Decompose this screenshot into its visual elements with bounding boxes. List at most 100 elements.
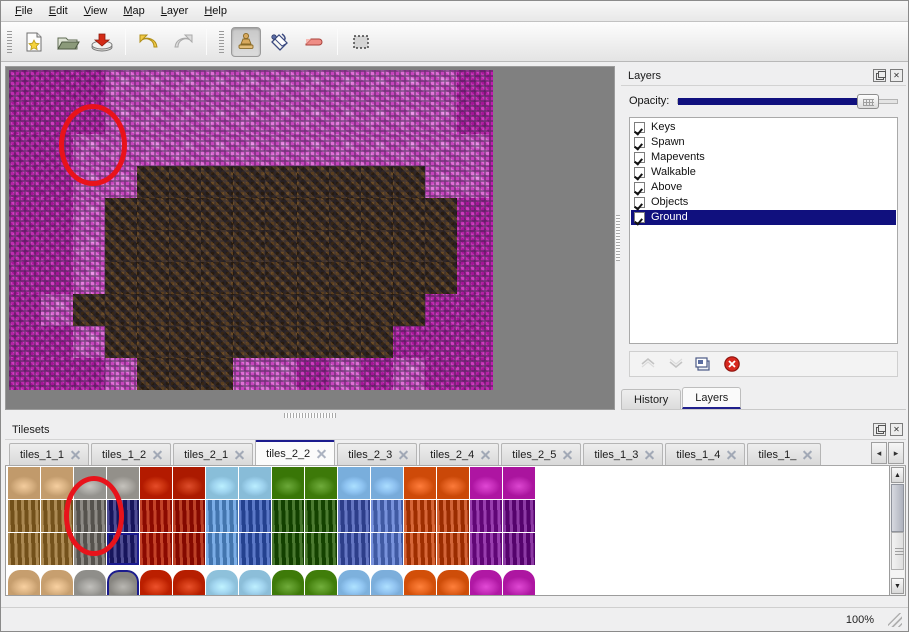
slider-handle[interactable] [857, 94, 880, 109]
map-tile[interactable] [457, 102, 489, 134]
map-tile[interactable] [329, 326, 361, 358]
close-icon[interactable]: ✕ [890, 69, 903, 82]
map-tile[interactable] [137, 262, 169, 294]
map-tile[interactable] [233, 262, 265, 294]
tileset-tab-tiles_1_3[interactable]: tiles_1_3 [583, 443, 664, 465]
map-tile[interactable] [425, 198, 457, 230]
tileset-tab-tiles_1_1[interactable]: tiles_1_1 [9, 443, 90, 465]
map-tile[interactable] [73, 326, 105, 358]
map-tile[interactable] [425, 102, 457, 134]
map-tile[interactable] [73, 230, 105, 262]
map-tile[interactable] [9, 230, 41, 262]
tileset-vertical-scrollbar[interactable]: ▲ ▼ [889, 466, 906, 596]
map-tile[interactable] [41, 230, 73, 262]
map-tile[interactable] [329, 166, 361, 198]
map-tile[interactable] [105, 326, 137, 358]
map-tile[interactable] [265, 102, 297, 134]
map-tile[interactable] [457, 326, 489, 358]
map-tile[interactable] [265, 230, 297, 262]
redo-button[interactable] [168, 27, 198, 57]
tileset-tab-tiles_2_5[interactable]: tiles_2_5 [501, 443, 582, 465]
tileset-tile[interactable] [74, 570, 106, 595]
tileset-tile[interactable] [239, 533, 271, 565]
tileset-tile[interactable] [404, 570, 436, 595]
tileset-tile[interactable] [371, 500, 403, 532]
tileset-tab-tiles_2_2[interactable]: tiles_2_2 [255, 440, 336, 465]
map-tile[interactable] [169, 294, 201, 326]
map-tile[interactable] [201, 166, 233, 198]
map-tile[interactable] [169, 358, 201, 390]
tileset-tile[interactable] [371, 467, 403, 499]
map-tile[interactable] [233, 326, 265, 358]
map-tile[interactable] [297, 70, 329, 102]
map-tile[interactable] [105, 262, 137, 294]
map-tile[interactable] [425, 166, 457, 198]
tab-close-icon[interactable] [562, 449, 573, 460]
tileset-tile[interactable] [239, 570, 271, 595]
tab-close-icon[interactable] [644, 449, 655, 460]
layer-visibility-checkbox[interactable] [634, 122, 645, 133]
map-tile[interactable] [393, 230, 425, 262]
tileset-tab-tiles_1_[interactable]: tiles_1_ [747, 443, 822, 465]
lower-layer-button[interactable] [664, 353, 688, 375]
map-tile[interactable] [361, 134, 393, 166]
tileset-tile[interactable] [272, 570, 304, 595]
tileset-tile[interactable] [371, 533, 403, 565]
scrollbar-track[interactable] [891, 484, 904, 577]
close-icon[interactable]: ✕ [890, 423, 903, 436]
save-map-button[interactable] [87, 27, 117, 57]
map-tile[interactable] [329, 70, 361, 102]
map-tile[interactable] [9, 358, 41, 390]
map-tile[interactable] [169, 102, 201, 134]
raise-layer-button[interactable] [636, 353, 660, 375]
map-tile[interactable] [137, 230, 169, 262]
tileset-tile[interactable] [173, 467, 205, 499]
map-tile[interactable] [73, 262, 105, 294]
layer-row[interactable]: Keys [631, 120, 896, 135]
map-tile[interactable] [41, 262, 73, 294]
map-tile[interactable] [201, 358, 233, 390]
layer-visibility-checkbox[interactable] [634, 212, 645, 223]
layer-visibility-checkbox[interactable] [634, 167, 645, 178]
map-tile[interactable] [329, 134, 361, 166]
tileset-tab-tiles_2_3[interactable]: tiles_2_3 [337, 443, 418, 465]
tileset-tile[interactable] [107, 467, 139, 499]
map-tile[interactable] [329, 102, 361, 134]
map-tile[interactable] [73, 294, 105, 326]
map-tile[interactable] [41, 358, 73, 390]
fill-tool-button[interactable] [265, 27, 295, 57]
tileset-tile[interactable] [338, 533, 370, 565]
duplicate-layer-button[interactable] [692, 353, 716, 375]
map-tile[interactable] [361, 262, 393, 294]
tileset-tile[interactable] [206, 533, 238, 565]
map-tile[interactable] [265, 262, 297, 294]
map-tile[interactable] [137, 326, 169, 358]
map-tile[interactable] [137, 198, 169, 230]
map-tile[interactable] [41, 198, 73, 230]
map-tile[interactable] [457, 358, 489, 390]
tileset-tile[interactable] [41, 500, 73, 532]
map-tile[interactable] [329, 262, 361, 294]
menu-edit[interactable]: Edit [48, 4, 68, 17]
map-tile[interactable] [457, 294, 489, 326]
tab-close-icon[interactable] [152, 449, 163, 460]
map-tile[interactable] [425, 326, 457, 358]
map-tile[interactable] [361, 294, 393, 326]
map-tile[interactable] [393, 166, 425, 198]
open-map-button[interactable] [53, 27, 83, 57]
tileset-tile[interactable] [206, 570, 238, 595]
map-tile[interactable] [265, 294, 297, 326]
layer-list[interactable]: Keys Spawn Mapevents Walkable Above Objects Gr… [629, 117, 898, 344]
map-tile[interactable] [393, 70, 425, 102]
layer-row[interactable]: Mapevents [631, 150, 896, 165]
map-tile[interactable] [105, 102, 137, 134]
tileset-tile[interactable] [338, 570, 370, 595]
layer-row[interactable]: Objects [631, 195, 896, 210]
dock-tab-layers[interactable]: Layers [682, 387, 742, 409]
map-tile[interactable] [201, 230, 233, 262]
map-tile[interactable] [41, 134, 73, 166]
map-tile[interactable] [9, 262, 41, 294]
map-tile[interactable] [393, 294, 425, 326]
tab-close-icon[interactable] [726, 449, 737, 460]
menu-file[interactable]: File [15, 4, 33, 17]
